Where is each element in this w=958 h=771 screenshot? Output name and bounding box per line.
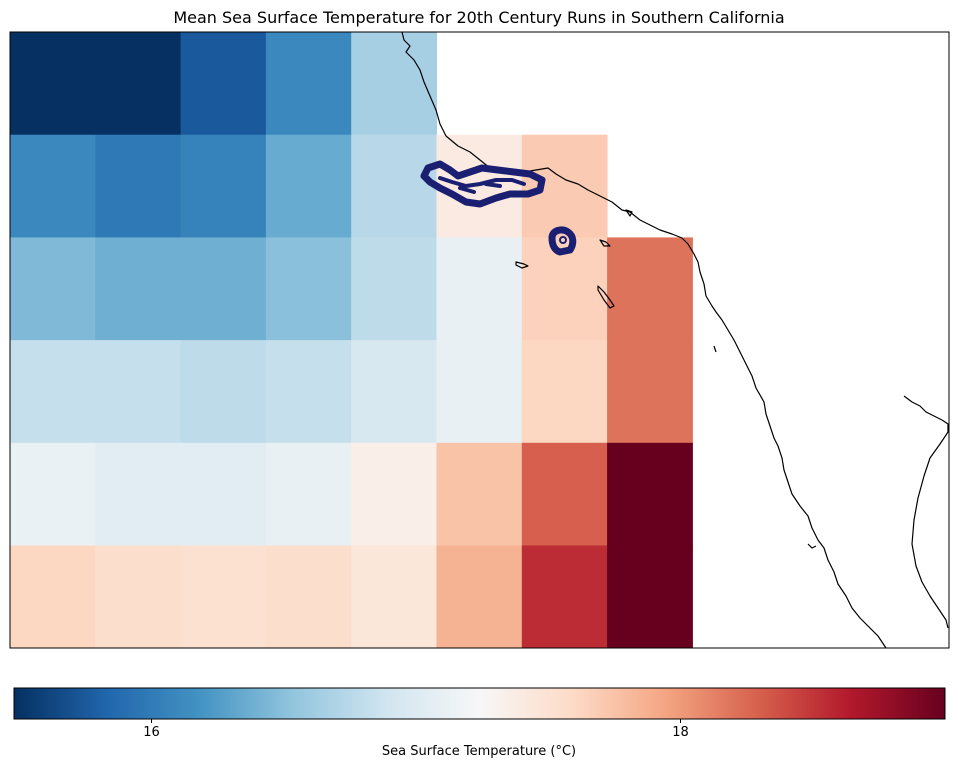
sst-cell	[10, 442, 96, 546]
map-frame	[9, 31, 950, 649]
sst-cell	[521, 442, 608, 546]
sst-cell	[10, 545, 96, 649]
colorbar-tick-label: 16	[143, 725, 160, 740]
colorbar-tick-label: 18	[672, 725, 689, 740]
sst-cell	[436, 134, 523, 238]
sst-cell	[436, 545, 523, 649]
catalina-contour	[548, 226, 577, 256]
sst-cell	[180, 545, 267, 649]
sst-cell	[10, 32, 96, 136]
sst-cell	[607, 442, 693, 546]
coastal-islet	[625, 209, 633, 217]
sst-cell	[10, 340, 96, 444]
sst-cell	[351, 545, 437, 649]
channel-islands-inner-contour	[438, 176, 526, 194]
california-coastline	[401, 31, 887, 649]
sst-cell	[95, 32, 182, 136]
sst-cell	[180, 32, 267, 136]
bay-islet	[713, 345, 717, 353]
sst-cell	[265, 237, 352, 341]
sst-cell	[436, 442, 523, 546]
sst-cell	[95, 545, 182, 649]
sst-cell	[351, 134, 437, 238]
colorbar	[13, 687, 946, 720]
sst-cell	[180, 237, 267, 341]
sst-cell	[10, 237, 96, 341]
colorbar-label: Sea Surface Temperature (°C)	[381, 744, 577, 759]
sst-cell	[95, 134, 182, 238]
sst-cell	[265, 340, 352, 444]
sst-cell	[265, 442, 352, 546]
sst-cell	[180, 340, 267, 444]
sst-cell	[521, 545, 608, 649]
channel-islands-contour	[420, 160, 546, 208]
channel-island-small	[599, 239, 611, 247]
sst-cell	[10, 134, 96, 238]
colorbar-ticks	[151, 719, 682, 723]
sst-cell	[351, 237, 437, 341]
sst-cell	[607, 237, 693, 341]
map-title: Mean Sea Surface Temperature for 20th Ce…	[173, 8, 785, 27]
sst-cell	[436, 237, 523, 341]
sst-grid	[10, 32, 693, 649]
sst-cell	[180, 442, 267, 546]
sst-cell	[351, 32, 437, 136]
sst-cell	[95, 442, 182, 546]
sst-cell	[607, 545, 693, 649]
sst-cell	[265, 545, 352, 649]
sst-cell	[95, 237, 182, 341]
sst-cell	[521, 134, 608, 238]
sst-cell	[95, 340, 182, 444]
sst-cell	[265, 134, 352, 238]
baja-east-coastline	[903, 395, 949, 629]
san-clemente-island	[515, 261, 529, 269]
sst-cell	[351, 442, 437, 546]
contour-lines	[420, 160, 577, 256]
sst-cell	[351, 340, 437, 444]
sst-cell	[521, 340, 608, 444]
sst-cell	[265, 32, 352, 136]
sst-cell	[180, 134, 267, 238]
sst-cell	[607, 340, 693, 444]
sst-cell	[436, 340, 523, 444]
santa-catalina-island	[597, 285, 615, 309]
coastline	[401, 31, 949, 649]
southern-islet	[807, 543, 817, 549]
catalina-inner-contour	[559, 236, 567, 244]
